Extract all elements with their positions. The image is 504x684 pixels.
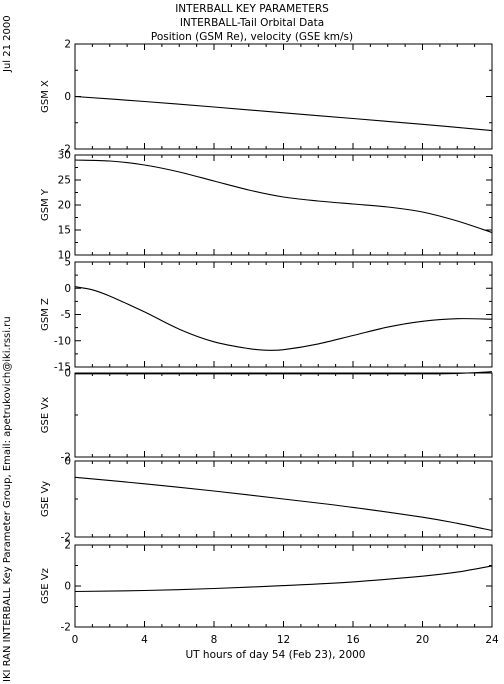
chart-subtitle: INTERBALL-Tail Orbital Data — [179, 17, 325, 29]
y-tick-label: 0 — [64, 91, 71, 103]
y-tick-label: -2 — [61, 622, 71, 634]
x-tick-label: 8 — [211, 634, 218, 646]
y-axis-label: GSM X — [40, 80, 51, 113]
panel-frame — [74, 43, 493, 150]
y-axis-label: GSE Vx — [40, 397, 51, 433]
x-axis-label: UT hours of day 54 (Feb 23), 2000 — [186, 649, 366, 661]
y-tick-label: 2 — [64, 39, 71, 51]
y-tick-label: 0 — [64, 581, 71, 593]
y-axis-label: GSM Y — [40, 188, 51, 221]
y-tick-label: 5 — [64, 257, 71, 269]
series-line — [74, 286, 493, 351]
series-line — [75, 371, 493, 375]
x-tick-label: 12 — [277, 634, 290, 646]
x-tick-label: 24 — [485, 634, 499, 646]
y-axis-label: GSE Vz — [40, 568, 51, 604]
x-tick-label: 16 — [346, 634, 360, 646]
y-tick-label: 10 — [58, 250, 71, 262]
panel-frame — [74, 372, 493, 458]
series-line — [74, 95, 493, 132]
y-tick-label: -2 — [61, 532, 71, 544]
y-axis-label: GSE Vy — [40, 481, 51, 517]
x-tick-label: 20 — [416, 634, 429, 646]
y-tick-label: 25 — [58, 175, 71, 187]
y-tick-label: 20 — [58, 200, 71, 212]
series-line — [74, 476, 493, 532]
x-tick-label: 0 — [72, 634, 79, 646]
y-tick-label: 2 — [64, 540, 71, 552]
y-tick-label: -15 — [54, 362, 71, 374]
x-tick-label: 4 — [141, 634, 148, 646]
y-tick-label: 0 — [64, 283, 71, 295]
y-tick-label: 15 — [58, 225, 71, 237]
y-tick-label: -5 — [61, 309, 71, 321]
y-tick-label: 0 — [64, 368, 71, 380]
y-tick-label: -2 — [61, 452, 71, 464]
series-line — [74, 159, 493, 234]
y-tick-label: -10 — [54, 335, 71, 347]
panel-frame — [74, 154, 493, 256]
y-tick-label: 0 — [64, 456, 71, 468]
series-line — [74, 565, 493, 593]
y-tick-label: 30 — [58, 150, 71, 162]
chart-title: INTERBALL KEY PARAMETERS — [175, 3, 329, 15]
y-tick-label: -2 — [61, 144, 71, 156]
chart-caption: Position (GSM Re), velocity (GSE km/s) — [150, 31, 354, 43]
y-axis-label: GSM Z — [40, 298, 51, 331]
panel-frame — [74, 261, 493, 368]
